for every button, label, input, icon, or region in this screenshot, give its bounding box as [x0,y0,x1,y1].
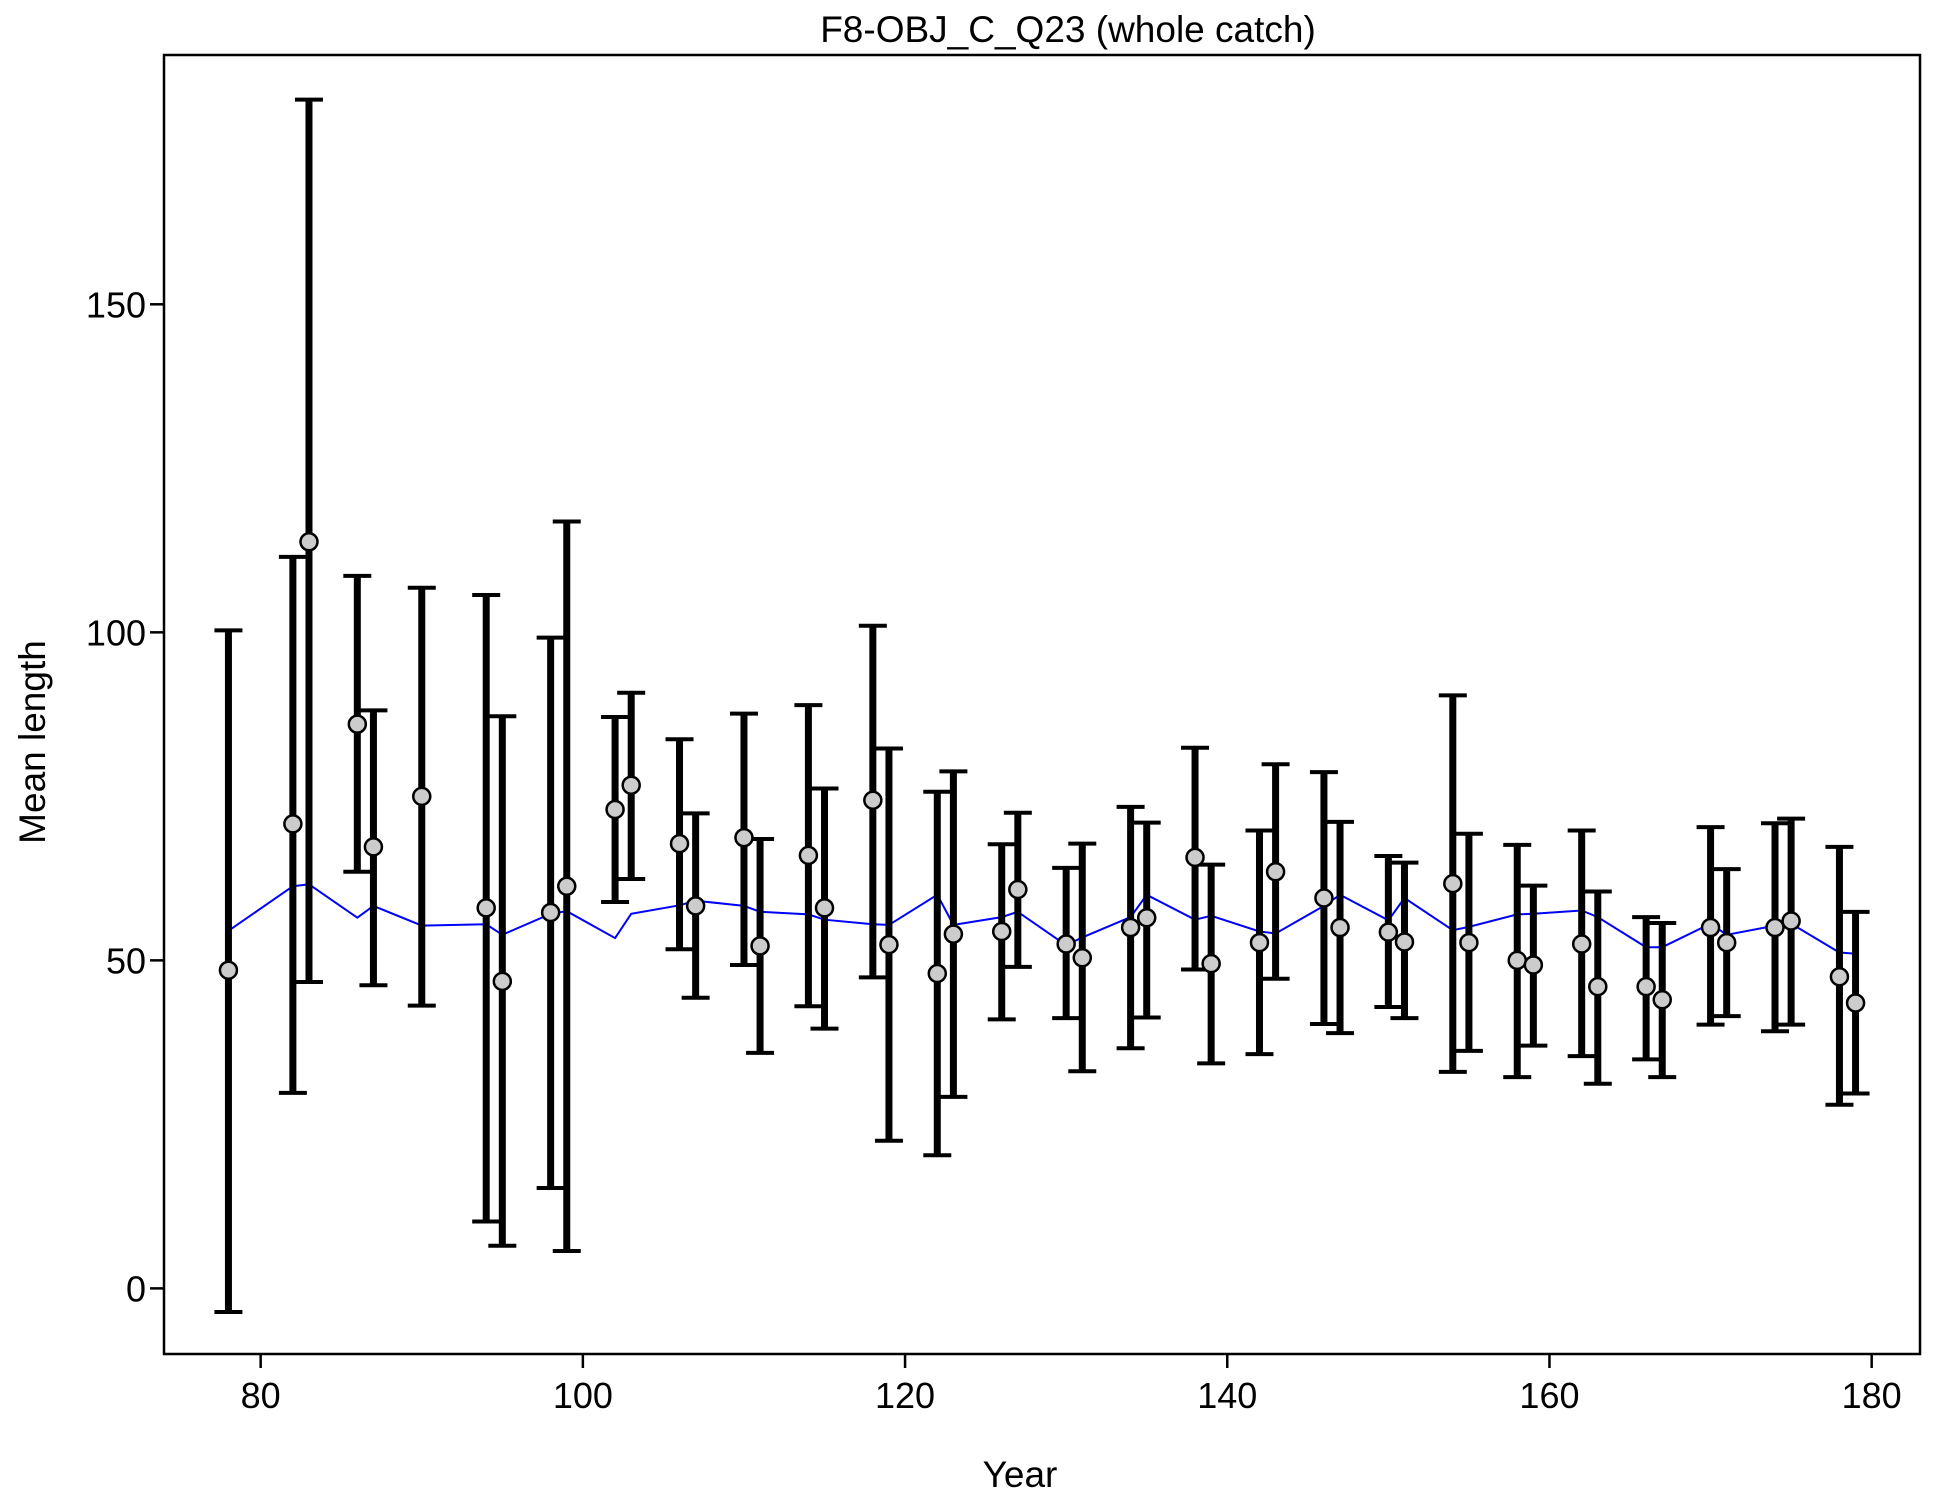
observed-point [750,936,770,956]
x-axis-label: Year [983,1454,1058,1495]
observed-point [1845,993,1866,1013]
observed-point [734,827,754,848]
x-tick-label: 120 [875,1375,935,1416]
observed-point [412,786,432,807]
observed-point [363,837,384,857]
y-tick-label: 0 [126,1268,146,1309]
y-axis: 0 50 100 150 [86,284,164,1309]
observed-point [1120,917,1141,938]
observed-point [476,898,496,918]
x-tick-label: 180 [1842,1375,1902,1416]
observed-point [1314,888,1334,908]
y-axis-label: Mean length [12,640,53,844]
observed-point [1523,955,1544,975]
chart-title: F8-OBJ_C_Q23 (whole catch) [820,9,1316,50]
observed-point [1716,932,1737,953]
observed-point [685,896,706,916]
observed-point [991,921,1012,942]
observed-point [1636,976,1656,997]
x-tick-label: 100 [553,1375,613,1416]
observed-point [1443,873,1463,894]
observed-point [943,924,964,944]
observed-point [1378,922,1399,942]
observed-point [798,845,819,866]
x-tick-label: 80 [241,1375,281,1416]
observed-point [1507,950,1527,971]
observed-point [1185,847,1205,868]
observed-point [1781,911,1801,931]
observed-point [1765,917,1785,938]
observed-point [863,790,883,811]
observed-point [669,833,690,854]
observed-point [1700,917,1721,938]
observed-point [1330,917,1350,938]
y-tick-label: 50 [106,940,146,981]
observed-point [218,960,239,980]
plot-area-frame [162,53,1922,1356]
observed-point [1136,907,1157,928]
observed-point [621,775,641,795]
observed-point [927,963,948,984]
observed-point [1056,934,1076,954]
observed-point [1072,947,1093,968]
x-axis: 80 100 120 140 160 180 [241,1354,1902,1416]
observed-point [879,934,899,955]
observed-point [1652,989,1672,1010]
observed-point [1249,932,1270,953]
x-tick-label: 140 [1197,1375,1257,1416]
observed-point [1201,953,1221,974]
observed-point [1588,976,1608,997]
observed-point-layer [218,532,1866,1013]
observed-point [557,876,577,896]
observed-point [492,971,513,992]
observed-point [814,898,835,918]
observed-point [299,532,319,552]
observed-point [1571,934,1592,954]
observed-point [1008,879,1028,900]
x-tick-label: 160 [1519,1375,1579,1416]
observed-point [540,902,561,923]
y-tick-label: 150 [86,284,146,325]
observed-point [1829,967,1850,987]
observed-point [605,799,625,820]
y-tick-label: 100 [86,612,146,653]
observed-point [347,714,368,734]
observed-point [1394,932,1415,952]
observed-point [283,814,303,834]
observed-point [1459,932,1479,953]
observed-point [1265,862,1286,882]
